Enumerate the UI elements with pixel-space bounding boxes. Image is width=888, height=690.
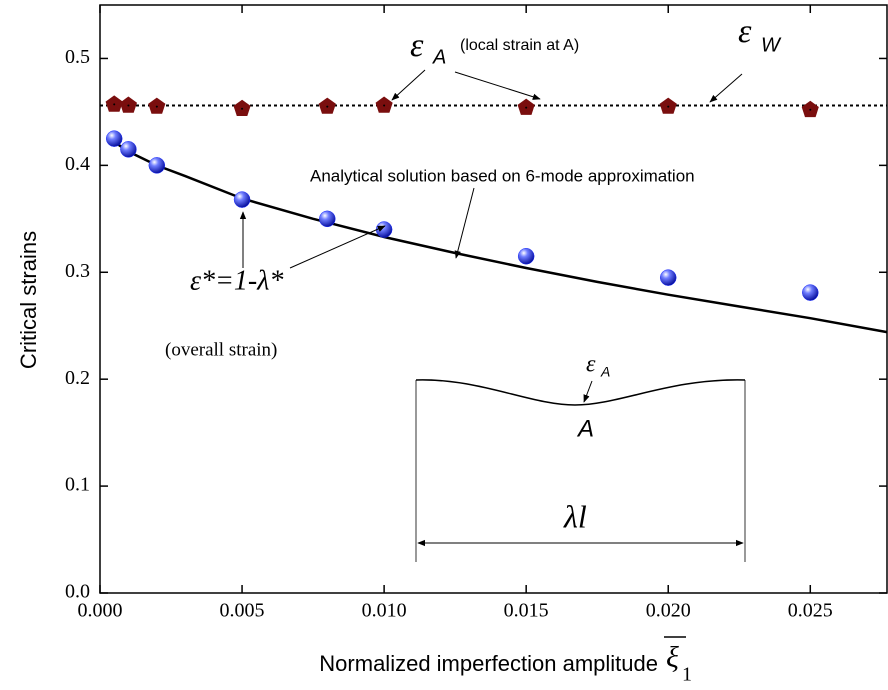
marker-dot bbox=[383, 104, 386, 107]
marker-dot bbox=[127, 104, 130, 107]
marker-dot bbox=[809, 108, 812, 111]
marker-dot bbox=[525, 106, 528, 109]
sphere-marker bbox=[319, 210, 336, 228]
x-tick-label: 0.005 bbox=[220, 600, 265, 622]
arrow bbox=[583, 380, 593, 403]
x-tick-label: 0.025 bbox=[788, 600, 833, 622]
arrow bbox=[709, 73, 743, 103]
sphere-marker bbox=[233, 191, 251, 208]
x-tick-label: 0.000 bbox=[78, 600, 123, 622]
annotation: Analytical solution based on 6-mode appr… bbox=[310, 166, 695, 185]
arrow bbox=[391, 69, 426, 101]
sphere-marker bbox=[802, 284, 819, 301]
sphere-marker bbox=[105, 130, 123, 147]
marker-dot bbox=[667, 105, 670, 108]
arrow bbox=[454, 71, 541, 100]
y-tick-label: 0.4 bbox=[65, 153, 90, 175]
sphere-marker bbox=[659, 269, 677, 286]
inset-length: λl bbox=[563, 498, 587, 534]
y-axis-label: Critical strains bbox=[16, 231, 41, 369]
x-tick-label: 0.010 bbox=[362, 600, 407, 622]
y-tick-label: 0.1 bbox=[65, 474, 90, 496]
marker-dot bbox=[241, 107, 244, 110]
y-tick-label: 0.0 bbox=[65, 581, 90, 603]
annotation-subscript: W bbox=[761, 34, 782, 56]
marker-dot bbox=[113, 103, 116, 106]
y-tick-label: 0.5 bbox=[65, 46, 90, 68]
y-tick-label: 0.3 bbox=[65, 260, 90, 282]
x-axis-subscript: 1 bbox=[682, 664, 692, 686]
annotation: (overall strain) bbox=[165, 339, 277, 360]
marker-dot bbox=[326, 105, 329, 108]
sphere-marker bbox=[148, 157, 166, 174]
annotation-subscript: A bbox=[432, 46, 446, 68]
inset-background bbox=[412, 372, 752, 567]
arrow bbox=[289, 225, 386, 269]
x-axis-symbol: ξ bbox=[666, 641, 679, 674]
sphere-marker bbox=[375, 221, 393, 238]
annotation-symbol: ε bbox=[410, 27, 424, 64]
annotation-symbol: ε bbox=[738, 13, 752, 50]
marker-dot bbox=[155, 105, 158, 108]
arrow bbox=[454, 187, 475, 259]
plot-frame bbox=[99, 4, 888, 594]
x-axis-label: Normalized imperfection amplitude bbox=[319, 651, 658, 676]
x-tick-label: 0.020 bbox=[646, 600, 691, 622]
inset-subscript: A bbox=[600, 364, 610, 380]
y-tick-label: 0.2 bbox=[65, 367, 90, 389]
inset-point: A bbox=[576, 415, 594, 442]
inset-symbol: ε bbox=[586, 352, 596, 378]
sphere-marker bbox=[517, 247, 535, 265]
x-tick-label: 0.015 bbox=[504, 600, 549, 622]
annotation-note: (local strain at A) bbox=[460, 37, 579, 54]
annotation: ε*=1-λ* bbox=[190, 265, 283, 296]
inset-curve bbox=[415, 379, 746, 406]
sphere-marker bbox=[120, 141, 137, 158]
